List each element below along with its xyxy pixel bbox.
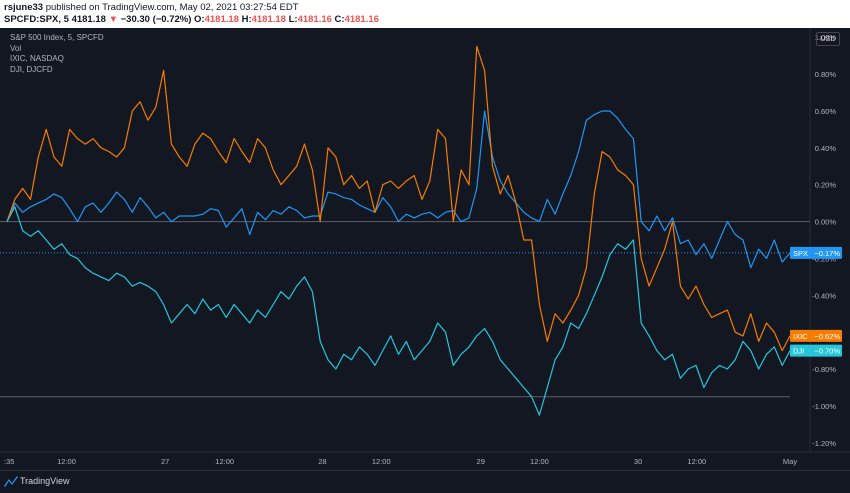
high-value: 4181.18 [251, 14, 286, 25]
y-tick-label: 0.80% [815, 70, 837, 79]
last-value-badges: SPX −0.17% IXIC −0.62% DJI −0.70% [790, 246, 842, 357]
legend-ixic[interactable]: IXIC, NASDAQ [10, 54, 64, 63]
y-tick-label: -1.00% [812, 402, 836, 411]
badge-bg-dji [790, 344, 842, 357]
x-tick-label: 27 [161, 457, 169, 466]
chart-legend: S&P 500 Index, 5, SPCFD Vol IXIC, NASDAQ… [10, 33, 104, 75]
x-tick-label: 28 [318, 457, 326, 466]
badge-spx: SPX −0.17% [790, 246, 842, 259]
last-price: 4181.18 [71, 14, 106, 25]
legend-main-series[interactable]: S&P 500 Index, 5, SPCFD [10, 33, 104, 42]
publish-header: rsjune33 published on TradingView.com, M… [0, 0, 850, 28]
x-tick-label: 12:00 [57, 457, 76, 466]
publish-info: rsjune33 published on TradingView.com, M… [4, 2, 299, 14]
author-name[interactable]: rsjune33 [4, 2, 44, 13]
open-label: O: [194, 14, 205, 25]
x-tick-label: :35 [4, 457, 14, 466]
price-chart[interactable]: 1.00% 0.80% 0.60% 0.40% 0.20% 0.00% -0.20% -0.4… [0, 28, 850, 470]
published-text: published on TradingView.com, May 02, 20… [45, 2, 299, 13]
grid-lines [0, 28, 850, 453]
y-tick-label: 0.60% [815, 107, 837, 116]
badge-bg-spx [790, 246, 842, 259]
y-axis[interactable]: 1.00% 0.80% 0.60% 0.40% 0.20% 0.00% -0.20% -0.4… [812, 33, 836, 448]
y-tick-label: -1.20% [812, 439, 836, 448]
series-lines [6, 45, 791, 416]
badge-dji: DJI −0.70% [790, 344, 842, 357]
symbol-ohlc: SPCFD:SPX, 5 4181.18 ▼ −30.30 (−0.72%) O… [4, 14, 379, 26]
badge-name-spx: SPX [793, 249, 808, 258]
tradingview-brand[interactable]: TradingView [20, 476, 70, 486]
badge-name-dji: DJI [793, 347, 804, 356]
footer-bar: TradingView [0, 470, 850, 493]
price-change: −30.30 (−0.72%) [120, 14, 192, 25]
legend-volume[interactable]: Vol [10, 43, 22, 53]
close-label: C: [334, 14, 345, 25]
x-tick-label: 12:00 [530, 457, 549, 466]
x-tick-label: 12:00 [372, 457, 391, 466]
x-axis[interactable]: :35 12:00 27 12:00 28 12:00 29 12:00 30 12:00 May [4, 457, 797, 466]
y-tick-label: -0.40% [812, 291, 836, 300]
y-tick-label: 0.40% [815, 144, 837, 153]
badge-name-ixic: IXIC [793, 332, 808, 341]
x-tick-label: May [783, 457, 797, 466]
x-tick-label: 29 [477, 457, 485, 466]
legend-dji[interactable]: DJI, DJCFD [10, 64, 53, 74]
high-label: H: [241, 14, 252, 25]
close-value: 4181.16 [344, 14, 379, 25]
badge-ixic: IXIC −0.62% [790, 329, 842, 342]
y-tick-label: 1.00% [815, 33, 837, 42]
y-tick-label: 0.20% [815, 181, 837, 190]
badge-value-dji: −0.70% [814, 347, 840, 356]
symbol-name: SPCFD:SPX, 5 [4, 14, 69, 25]
x-tick-label: 12:00 [215, 457, 234, 466]
low-value: 4181.16 [297, 14, 332, 25]
y-tick-label: -0.20% [812, 254, 836, 263]
low-label: L: [288, 14, 298, 25]
series-line-spx[interactable] [6, 110, 791, 269]
open-value: 4181.18 [204, 14, 239, 25]
y-tick-label: -0.80% [812, 365, 836, 374]
currency-label[interactable]: USD [816, 32, 840, 46]
badge-value-spx: −0.17% [814, 249, 840, 258]
tradingview-logo-icon [4, 476, 18, 487]
x-tick-label: 30 [634, 457, 642, 466]
x-tick-label: 12:00 [687, 457, 706, 466]
badge-value-ixic: −0.62% [814, 332, 840, 341]
badge-bg-ixic [790, 329, 842, 342]
series-line-ixic[interactable] [6, 45, 791, 352]
down-arrow-icon: ▼ [108, 14, 118, 25]
series-line-dji[interactable] [6, 206, 791, 416]
y-tick-label: 0.00% [815, 218, 837, 227]
